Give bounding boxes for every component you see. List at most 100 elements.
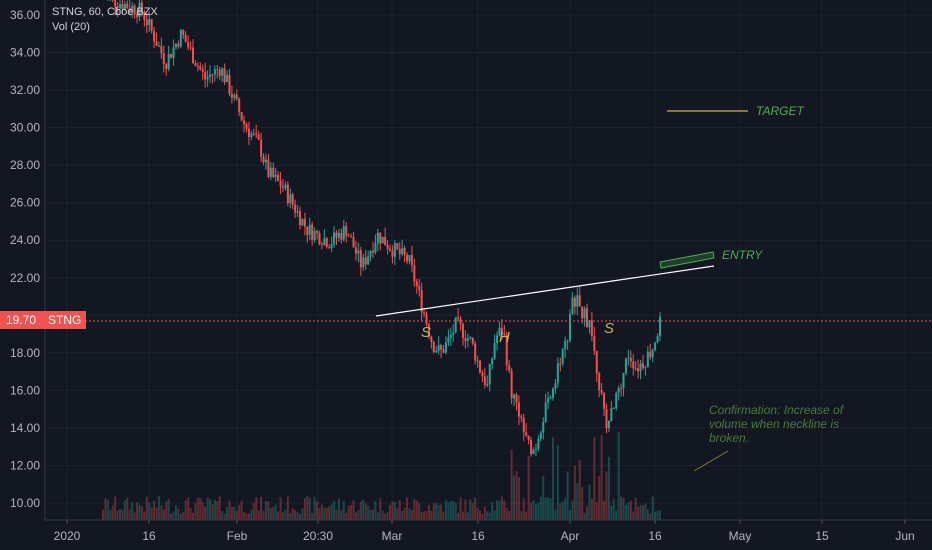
candle-body [449, 334, 452, 338]
candle-body [138, 2, 141, 17]
candle-body [566, 340, 569, 342]
candle-body [264, 159, 267, 163]
volume-bar [420, 511, 423, 520]
candle-body [211, 74, 214, 76]
price-tick-label: 18.00 [10, 346, 40, 360]
volume-bar [252, 502, 255, 520]
candle-body [281, 186, 284, 189]
candlestick-series [107, 0, 661, 457]
candle-body [284, 184, 287, 189]
candle-body [260, 139, 263, 157]
candle-body [554, 383, 557, 389]
symbol-title: STNG, 60, Cboe BZX [52, 6, 158, 18]
volume-bar [196, 497, 199, 520]
volume-bar [389, 505, 392, 520]
volume-bar [549, 498, 552, 520]
volume-bar [267, 501, 270, 520]
volume-bar [539, 496, 542, 520]
volume-bar [556, 444, 559, 520]
candle-body [345, 226, 348, 236]
candle-body [627, 357, 630, 359]
candle-body [651, 349, 654, 358]
candle-body [544, 402, 547, 422]
candle-body [569, 313, 572, 341]
volume-bar [364, 503, 367, 520]
volume-bar [408, 508, 411, 520]
volume-bar [174, 505, 177, 520]
candle-body [398, 249, 401, 255]
candle-body [496, 335, 499, 344]
volume-bar [593, 437, 596, 520]
candle-body [522, 418, 525, 433]
candle-body [170, 53, 173, 58]
candle-body [637, 368, 640, 372]
volume-bar [639, 504, 642, 520]
candle-body [272, 167, 275, 177]
volume-bar [534, 504, 537, 520]
candle-body [119, 4, 122, 9]
volume-bar [333, 500, 336, 520]
candle-body [221, 68, 224, 76]
candle-body [184, 35, 187, 43]
volume-bar [247, 513, 250, 520]
volume-bar [201, 501, 204, 520]
volume-bar [323, 507, 326, 520]
volume-bar [311, 512, 314, 520]
volume-bar [415, 500, 418, 520]
volume-bar [393, 502, 396, 520]
volume-bar [184, 500, 187, 520]
volume-bar [615, 510, 618, 520]
candle-body [291, 194, 294, 205]
candle-body [503, 333, 506, 336]
candle-body [194, 63, 197, 66]
candle-body [238, 99, 241, 113]
candle-body [204, 71, 207, 80]
volume-bar [508, 511, 511, 520]
time-tick-label: Apr [561, 529, 580, 543]
volume-bar [461, 511, 464, 520]
volume-bar [148, 502, 151, 520]
volume-bar [379, 498, 382, 520]
candle-body [269, 167, 272, 178]
candle-body [539, 432, 542, 439]
volume-bar [632, 511, 635, 520]
time-tick-label: 2020 [54, 529, 81, 543]
volume-bar [235, 511, 238, 520]
candle-body [133, 5, 136, 15]
volume-bar [598, 475, 601, 520]
candle-body [607, 420, 610, 429]
candle-body [425, 313, 428, 325]
candle-body [172, 47, 175, 58]
right-shoulder-label: S [604, 320, 614, 337]
candle-body [381, 236, 384, 244]
candle-body [505, 335, 508, 366]
volume-bar [569, 509, 572, 520]
volume-bar [335, 509, 338, 520]
candle-body [491, 358, 494, 365]
candle-body [413, 265, 416, 282]
candle-body [187, 42, 190, 48]
candle-body [578, 295, 581, 307]
volume-bar [384, 513, 387, 520]
volume-bar [119, 508, 122, 520]
candle-body [508, 365, 511, 371]
head-label: H [499, 329, 510, 346]
volume-bar [583, 512, 586, 520]
candle-body [435, 350, 438, 353]
volume-bar [116, 510, 119, 520]
candle-body [576, 295, 579, 307]
candle-body [131, 5, 134, 11]
candle-body [245, 124, 248, 129]
candle-body [386, 245, 389, 249]
volume-bar [659, 510, 661, 520]
confirmation-arrow [693, 450, 729, 472]
price-tick-label: 28.00 [10, 158, 40, 172]
candle-body [410, 254, 413, 266]
volume-bar [600, 435, 603, 520]
volume-bar [284, 509, 287, 520]
volume-bar [547, 497, 550, 520]
candle-body [301, 219, 304, 226]
volume-bar [286, 496, 289, 520]
volume-bar [357, 509, 360, 520]
